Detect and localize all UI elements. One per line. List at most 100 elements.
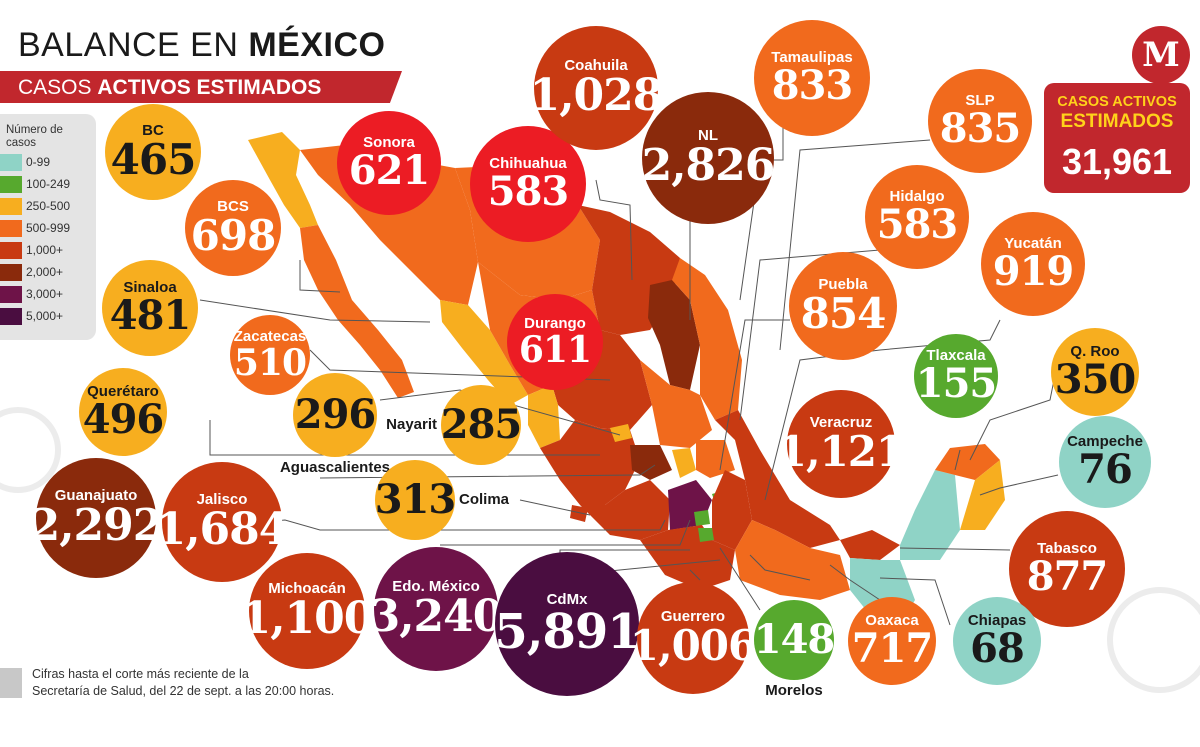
total-value: 31,961 — [1061, 141, 1173, 182]
state-name: Jalisco — [196, 491, 248, 508]
state-circle-edo-mexico: Edo. México 3,240 — [370, 547, 503, 671]
legend: Número de casos 0-99 100-249 250-500 500-99… — [0, 114, 96, 340]
note-marker — [0, 668, 22, 698]
state-circle-jalisco: Jalisco 1,684 — [156, 462, 289, 582]
state-name: SLP — [965, 92, 995, 109]
state-value: 148 — [753, 616, 835, 663]
state-value: 3,240 — [369, 591, 504, 642]
state-guerrero-shape — [640, 525, 735, 590]
state-name: Puebla — [818, 276, 868, 293]
state-aguascalientes-shape — [610, 424, 632, 442]
state-circle-nl: NL 2,826 — [641, 92, 776, 224]
state-name-outside-nayarit: Nayarit — [386, 416, 437, 433]
state-name: Campeche — [1067, 433, 1143, 450]
total-label-line2: ESTIMADOS — [1060, 111, 1174, 132]
state-value: 285 — [440, 401, 522, 448]
state-circle-yucatan: Yucatán 919 — [981, 212, 1085, 316]
state-nayarit-shape — [528, 385, 560, 448]
state-value: 1,121 — [777, 427, 906, 476]
state-morelos-shape — [698, 528, 714, 542]
legend-label: 2,000+ — [26, 265, 64, 279]
state-circle-guanajuato: Guanajuato 2,292 — [30, 458, 163, 578]
state-guanajuato-shape — [630, 445, 672, 480]
state-michoacan-shape — [580, 480, 670, 540]
state-name: BCS — [217, 198, 249, 215]
legend-swatch — [0, 220, 22, 237]
state-name: Michoacán — [268, 580, 346, 597]
state-circle-morelos: 148 — [753, 600, 835, 680]
state-colima-shape — [570, 505, 588, 522]
state-value: 313 — [374, 476, 456, 523]
state-value: 296 — [294, 391, 376, 438]
state-value: 1,100 — [240, 593, 375, 644]
state-value: 1,028 — [529, 70, 664, 121]
state-circle-colima: 313 — [374, 460, 456, 540]
state-value: 621 — [348, 147, 430, 194]
state-name: Tabasco — [1037, 540, 1097, 557]
state-circle-bc: BC 465 — [105, 104, 201, 200]
state-value: 833 — [771, 62, 853, 109]
logo-letter: M — [1142, 35, 1180, 75]
legend-label: 0-99 — [26, 155, 51, 169]
subtitle-bar — [0, 71, 402, 103]
state-value: 510 — [233, 342, 307, 384]
state-name: Yucatán — [1004, 235, 1062, 252]
state-value: 854 — [800, 289, 887, 338]
state-circle-michoacan: Michoacán 1,100 — [241, 553, 374, 669]
state-name: Tlaxcala — [926, 347, 986, 364]
state-puebla-shape — [712, 470, 752, 550]
legend-label: 1,000+ — [26, 243, 64, 257]
state-circle-aguascalientes: 296 — [293, 373, 377, 457]
state-circle-queretaro: Querétaro 496 — [79, 368, 167, 456]
source-note-line1: Cifras hasta el corte más reciente de la — [32, 667, 249, 681]
state-name: Oaxaca — [865, 612, 919, 629]
state-name: Chiapas — [967, 612, 1027, 629]
state-value: 481 — [109, 292, 191, 339]
state-circle-nayarit: 285 — [440, 385, 522, 465]
state-circle-durango: Durango 611 — [507, 294, 603, 390]
state-name: Edo. México — [392, 578, 480, 595]
legend-swatch — [0, 198, 22, 215]
state-circle-chiapas: Chiapas 68 — [953, 597, 1041, 685]
state-campeche-shape — [900, 470, 960, 560]
state-value: 583 — [876, 201, 958, 248]
state-yucatan-shape — [935, 444, 1000, 480]
state-name: Coahuila — [564, 57, 628, 74]
legend-label: 100-249 — [26, 177, 71, 191]
state-circle-hidalgo: Hidalgo 583 — [865, 165, 969, 269]
state-name-outside-morelos: Morelos — [765, 682, 823, 699]
legend-title: Número de casos — [6, 124, 63, 149]
state-circle-oaxaca: Oaxaca 717 — [848, 597, 936, 685]
state-value: 1,684 — [155, 504, 290, 555]
state-name: Veracruz — [809, 414, 873, 431]
state-value: 465 — [110, 135, 197, 184]
legend-swatch — [0, 154, 22, 171]
state-name: Hidalgo — [889, 188, 945, 205]
legend-label: 500-999 — [26, 221, 71, 235]
legend-swatch — [0, 242, 22, 259]
state-value: 68 — [970, 625, 1025, 672]
state-circle-veracruz: Veracruz 1,121 — [778, 390, 905, 498]
state-oaxaca-shape — [735, 520, 850, 600]
state-circle-guerrero: Guerrero 1,006 — [630, 582, 757, 694]
state-name: Q. Roo — [1070, 343, 1120, 360]
state-name: Guerrero — [660, 608, 726, 625]
milenio-logo-icon: M — [1132, 26, 1190, 84]
legend-label: 5,000+ — [26, 309, 64, 323]
state-value: 350 — [1054, 356, 1136, 403]
state-value: 919 — [992, 248, 1074, 295]
state-name: Durango — [524, 315, 586, 332]
state-name: Querétaro — [87, 383, 159, 400]
state-name: CdMx — [546, 591, 588, 608]
state-value: 698 — [190, 211, 277, 260]
legend-label: 3,000+ — [26, 287, 64, 301]
state-value: 2,292 — [29, 500, 164, 551]
state-value: 717 — [851, 625, 933, 672]
legend-swatch — [0, 308, 22, 325]
state-circle-tabasco: Tabasco 877 — [1009, 511, 1125, 627]
virus-decoration-icon — [0, 407, 1200, 693]
state-value: 1,006 — [629, 621, 758, 670]
state-name: Tamaulipas — [771, 49, 853, 66]
state-value: 2,826 — [641, 140, 776, 191]
state-name: Zacatecas — [233, 328, 307, 345]
